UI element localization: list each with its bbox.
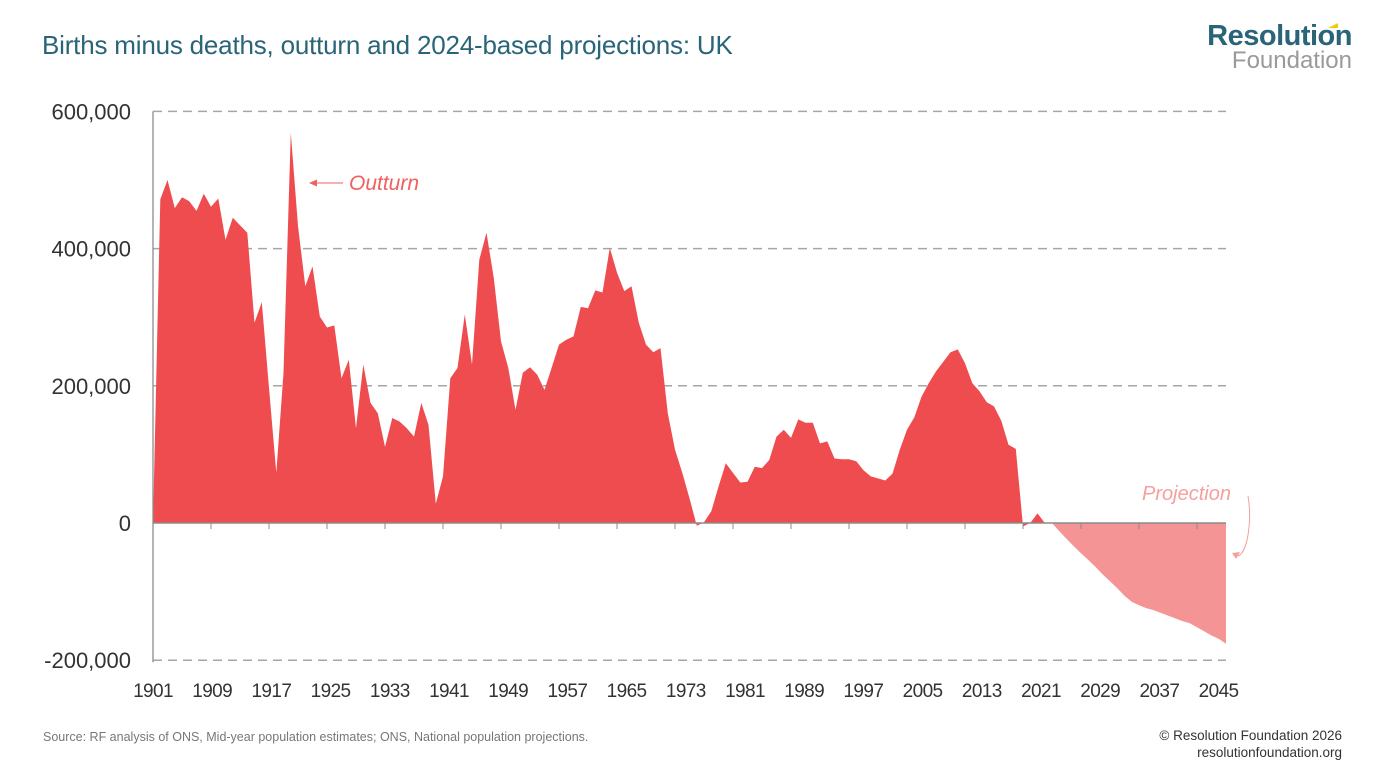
x-tick-label: 2021 <box>1021 681 1061 702</box>
x-tick-label: 1941 <box>429 681 469 702</box>
footer: © Resolution Foundation 2026 resolutionf… <box>1159 727 1342 761</box>
x-tick-label: 1989 <box>784 681 824 702</box>
area-projection <box>1052 523 1226 644</box>
x-tick-label: 1901 <box>133 681 173 702</box>
x-tick-label: 1909 <box>192 681 232 702</box>
x-tick-label: 1957 <box>547 681 587 702</box>
logo-flag-icon <box>1328 23 1338 28</box>
x-tick-label: 1981 <box>725 681 765 702</box>
outturn-annotation: Outturn <box>309 172 419 195</box>
y-tick-label: 0 <box>119 511 131 536</box>
chart-title: Births minus deaths, outturn and 2024-ba… <box>42 30 733 60</box>
x-tick-label: 1917 <box>251 681 291 702</box>
projection-annotation: Projection <box>1142 483 1251 559</box>
y-tick-label: 400,000 <box>51 237 131 262</box>
y-tick-label: 200,000 <box>51 374 131 399</box>
x-tick-label: 2045 <box>1199 681 1239 702</box>
x-tick-label: 1949 <box>488 681 528 702</box>
x-tick-label: 1925 <box>311 681 351 702</box>
x-tick-label: 2029 <box>1080 681 1120 702</box>
x-tick-label: 2013 <box>962 681 1002 702</box>
projection-arrow-line <box>1237 495 1251 557</box>
projection-label: Projection <box>1142 483 1231 505</box>
copyright: © Resolution Foundation 2026 <box>1159 728 1342 743</box>
x-tick-label: 1965 <box>607 681 647 702</box>
outturn-label: Outturn <box>349 172 419 195</box>
x-tick-label: 1933 <box>370 681 410 702</box>
resolution-foundation-logo: Resolution Foundation <box>1207 22 1352 73</box>
outturn-arrow-icon <box>309 179 317 187</box>
logo-line-2: Foundation <box>1231 47 1352 74</box>
x-tick-label: 1997 <box>843 681 883 702</box>
source-note: Source: RF analysis of ONS, Mid-year pop… <box>43 730 589 744</box>
x-tick-label: 1973 <box>666 681 706 702</box>
y-tick-label: 600,000 <box>51 99 131 124</box>
area-outturn <box>153 132 1045 527</box>
x-tick-label: 2037 <box>1139 681 1179 702</box>
y-tick-label: -200,000 <box>44 648 131 673</box>
projection-arrow-icon <box>1232 552 1240 559</box>
x-tick-label: 2005 <box>903 681 943 702</box>
footer-url[interactable]: resolutionfoundation.org <box>1197 745 1342 760</box>
